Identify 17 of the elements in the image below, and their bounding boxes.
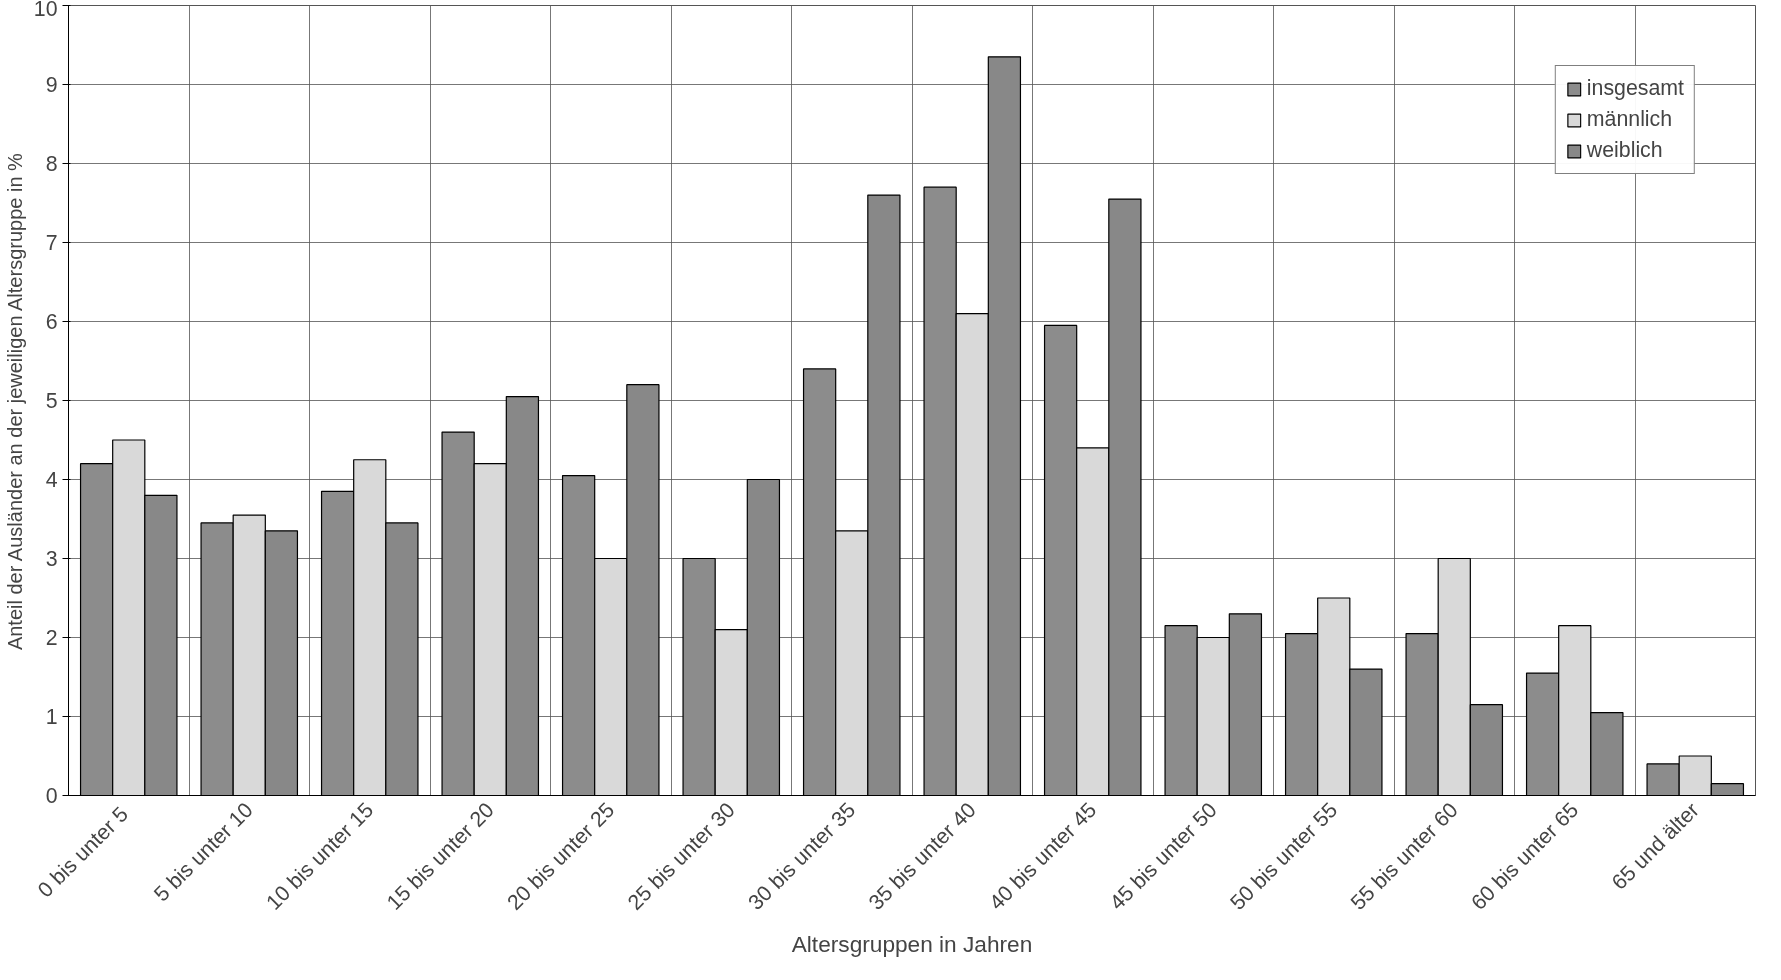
legend-label: männlich [1586, 107, 1673, 132]
y-axis-title: Anteil der Ausländer an der jeweiligen Altersgruppe in % [3, 152, 26, 651]
y-tick-label: 9 [45, 73, 58, 97]
legend-label: insgesamt [1586, 76, 1684, 101]
y-tick-label: 10 [33, 0, 58, 21]
x-axis-title: Altersgruppen in Jahren [791, 931, 1033, 958]
y-tick-label: 5 [45, 389, 58, 413]
legend-label: weiblich [1586, 138, 1663, 163]
y-tick-label: 8 [45, 152, 58, 176]
y-tick-label: 1 [45, 705, 58, 729]
y-tick-label: 4 [45, 468, 58, 492]
y-tick-label: 3 [45, 547, 58, 571]
y-tick-label: 0 [45, 784, 58, 808]
y-tick-label: 7 [45, 231, 58, 255]
x-tick-label: 65 und älter [1607, 798, 1704, 895]
y-tick-label: 2 [45, 626, 58, 650]
y-tick-label: 6 [45, 310, 58, 334]
